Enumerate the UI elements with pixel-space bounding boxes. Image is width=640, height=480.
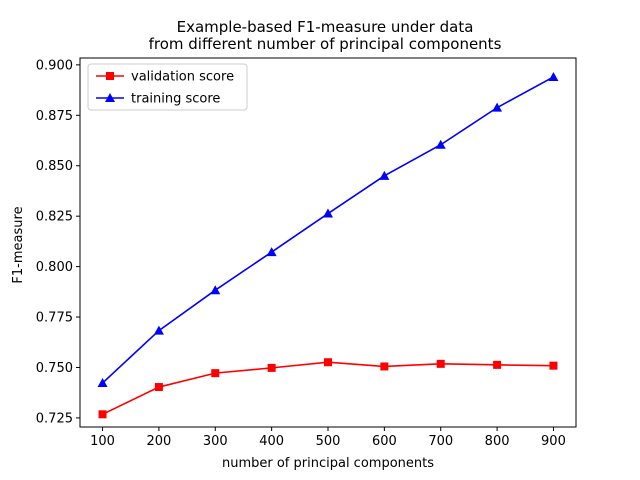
legend-box [87, 63, 248, 111]
chart-title: Example-based F1-measure under data from… [149, 18, 502, 53]
y-tick-label: 0.725 [36, 411, 73, 426]
data-point-validation-score [436, 359, 445, 368]
x-tick-label: 900 [541, 434, 566, 449]
legend-items: validation score training score [96, 70, 234, 107]
data-point-validation-score [154, 383, 163, 392]
series-line-validation-score [102, 361, 554, 416]
x-tick-label: 200 [146, 434, 171, 449]
plot-area-frame [79, 57, 577, 428]
legend-item-training-score: training score [96, 92, 220, 107]
data-point-validation-score [267, 363, 276, 372]
legend-marker-training-score [105, 93, 115, 102]
data-point-training-score [323, 208, 333, 218]
data-point-training-score [153, 325, 164, 335]
y-axis-label: F1-measure [11, 206, 26, 283]
legend-label-training-score: training score [131, 92, 220, 107]
x-tick-label: 500 [316, 434, 341, 449]
y-tick-label: 0.800 [36, 260, 73, 275]
data-point-validation-score [549, 361, 558, 370]
x-tick-label: 700 [428, 434, 453, 449]
y-tick-label: 0.900 [36, 58, 73, 73]
chart-title-line-1: Example-based F1-measure under data [177, 18, 474, 36]
x-tick-label: 400 [259, 434, 284, 449]
series-validation-score [98, 358, 558, 419]
series-training-score [97, 71, 559, 388]
legend: validation score training score [87, 63, 248, 111]
y-axis-ticks: 0.725 0.750 0.775 0.800 0.825 0.850 0.875 0.900 [36, 58, 80, 426]
data-point-training-score [548, 71, 559, 81]
y-tick-label: 0.875 [36, 109, 73, 124]
series-line-training-score [102, 76, 554, 384]
y-tick-label: 0.850 [36, 159, 73, 174]
x-tick-label: 100 [90, 434, 115, 449]
y-tick-label: 0.775 [36, 311, 73, 326]
y-tick-label: 0.750 [36, 361, 73, 376]
data-point-training-score [210, 285, 221, 295]
data-point-validation-score [98, 410, 107, 419]
data-point-training-score [97, 378, 108, 388]
data-point-training-score [266, 247, 277, 257]
chart-title-line-2: from different number of principal compo… [149, 35, 502, 53]
x-tick-label: 800 [485, 434, 510, 449]
data-point-training-score [492, 102, 503, 112]
data-point-validation-score [211, 369, 220, 378]
legend-marker-validation-score [106, 72, 114, 80]
legend-item-validation-score: validation score [96, 70, 234, 85]
series-layer [97, 71, 559, 419]
data-point-training-score [435, 139, 446, 149]
x-tick-label: 600 [372, 434, 397, 449]
data-point-validation-score [324, 358, 332, 367]
legend-label-validation-score: validation score [131, 70, 234, 85]
y-tick-label: 0.825 [36, 210, 73, 225]
x-axis-label: number of principal components [222, 456, 434, 471]
x-tick-label: 300 [203, 434, 228, 449]
x-axis-ticks: 100 200 300 400 500 600 700 800 900 [90, 427, 566, 449]
data-point-validation-score [380, 362, 389, 371]
data-point-training-score [379, 170, 390, 180]
data-point-validation-score [493, 360, 502, 369]
